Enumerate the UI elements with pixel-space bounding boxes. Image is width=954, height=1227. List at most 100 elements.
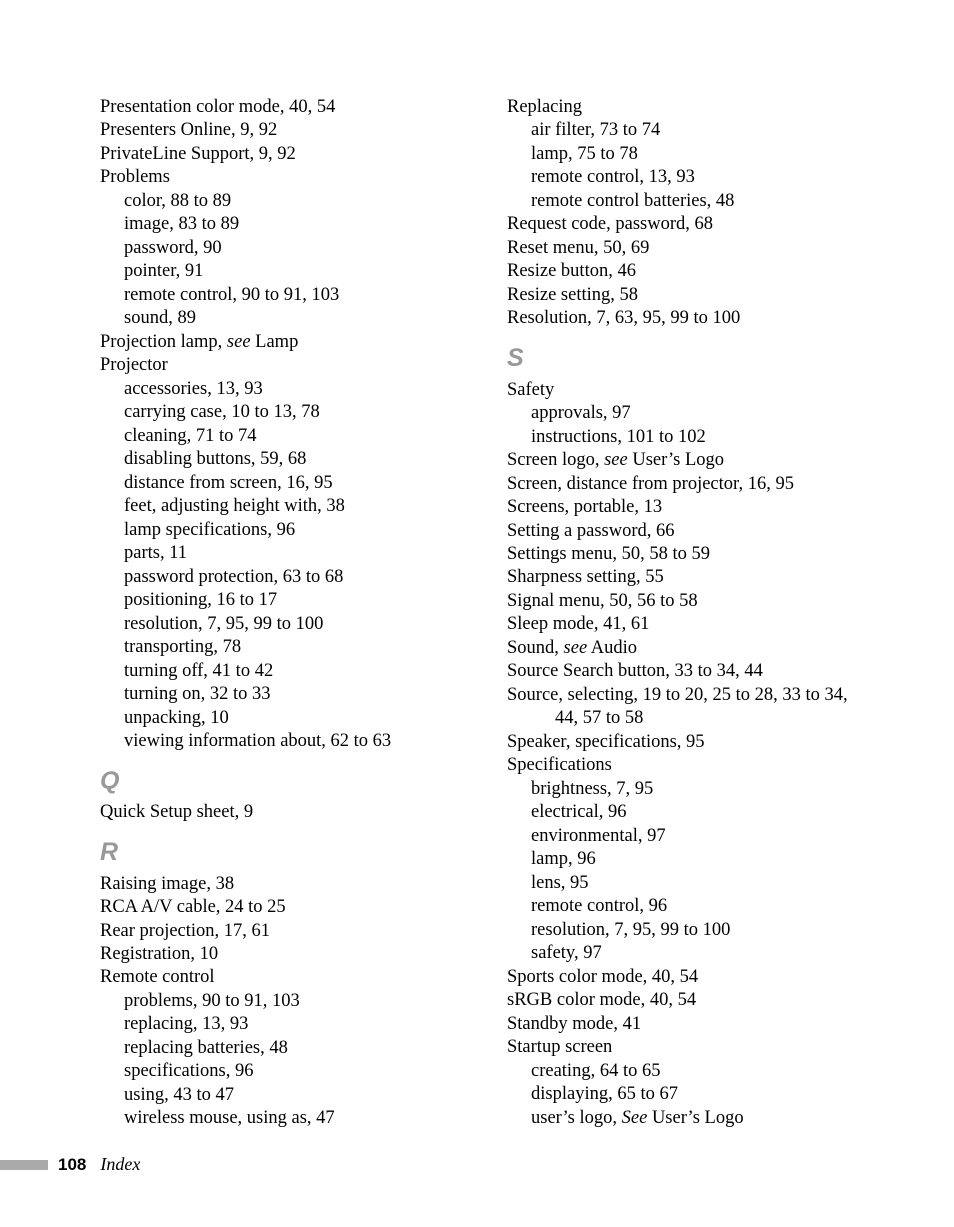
index-subentry: sound, 89 <box>100 307 457 330</box>
index-entry-text: using, 43 to 47 <box>124 1085 234 1105</box>
index-entry-text: safety, 97 <box>531 943 602 963</box>
index-entry: Reset menu, 50, 69 <box>507 237 864 260</box>
index-entry: Startup screen <box>507 1036 864 1059</box>
index-subentry: remote control, 90 to 91, 103 <box>100 284 457 307</box>
index-entry-text: sound, 89 <box>124 308 196 328</box>
index-entry: PrivateLine Support, 9, 92 <box>100 143 457 166</box>
index-entry: Specifications <box>507 754 864 777</box>
index-subentry: feet, adjusting height with, 38 <box>100 495 457 518</box>
index-entry: Source, selecting, 19 to 20, 25 to 28, 3… <box>507 684 864 707</box>
index-subentry: using, 43 to 47 <box>100 1084 457 1107</box>
index-entry-text: pointer, 91 <box>124 261 203 281</box>
index-entry-text: environmental, 97 <box>531 826 666 846</box>
index-entry-text: positioning, 16 to 17 <box>124 590 277 610</box>
index-entry-text: Signal menu, 50, 56 to 58 <box>507 591 698 611</box>
index-entry-text: approvals, 97 <box>531 403 631 423</box>
index-entry: Raising image, 38 <box>100 873 457 896</box>
index-entry-text: accessories, 13, 93 <box>124 379 263 399</box>
index-subentry: replacing, 13, 93 <box>100 1013 457 1036</box>
index-subentry: transporting, 78 <box>100 636 457 659</box>
index-see-ref: See <box>622 1108 648 1128</box>
index-subentry: distance from screen, 16, 95 <box>100 472 457 495</box>
index-entry-text: Resolution, 7, 63, 95, 99 to 100 <box>507 308 740 328</box>
index-entry-text: problems, 90 to 91, 103 <box>124 991 300 1011</box>
index-subentry: remote control, 96 <box>507 895 864 918</box>
index-entry-text: password, 90 <box>124 238 222 258</box>
index-entry: Signal menu, 50, 56 to 58 <box>507 590 864 613</box>
index-entry: Presentation color mode, 40, 54 <box>100 96 457 119</box>
footer-section-label: Index <box>100 1154 140 1175</box>
index-subentry: air filter, 73 to 74 <box>507 119 864 142</box>
index-entry-text: displaying, 65 to 67 <box>531 1084 678 1104</box>
index-entry-text: Quick Setup sheet, 9 <box>100 802 253 822</box>
index-entry-text: Specifications <box>507 755 612 775</box>
index-entry-text: User’s Logo <box>647 1108 743 1128</box>
index-subentry: user’s logo, See User’s Logo <box>507 1107 864 1130</box>
index-entry-text: Speaker, specifications, 95 <box>507 732 705 752</box>
index-entry-text: viewing information about, 62 to 63 <box>124 731 391 751</box>
index-see-ref: see <box>227 332 251 352</box>
index-subentry: parts, 11 <box>100 542 457 565</box>
index-subentry: cleaning, 71 to 74 <box>100 425 457 448</box>
index-entry-text: Settings menu, 50, 58 to 59 <box>507 544 710 564</box>
index-entry-text: Source, selecting, 19 to 20, 25 to 28, 3… <box>507 685 848 705</box>
index-entry: Replacing <box>507 96 864 119</box>
index-entry-text: brightness, 7, 95 <box>531 779 653 799</box>
index-entry-text: Projector <box>100 355 168 375</box>
index-entry-text: instructions, 101 to 102 <box>531 427 706 447</box>
index-subentry: accessories, 13, 93 <box>100 378 457 401</box>
index-entry: Safety <box>507 379 864 402</box>
index-subentry: safety, 97 <box>507 942 864 965</box>
index-subentry: instructions, 101 to 102 <box>507 426 864 449</box>
index-entry: Presenters Online, 9, 92 <box>100 119 457 142</box>
index-entry: Source Search button, 33 to 34, 44 <box>507 660 864 683</box>
index-entry: Request code, password, 68 <box>507 213 864 236</box>
index-entry-text: Safety <box>507 380 554 400</box>
index-subentry: disabling buttons, 59, 68 <box>100 448 457 471</box>
index-entry: Screen logo, see User’s Logo <box>507 449 864 472</box>
index-column-right: Replacingair filter, 73 to 74 lamp, 75 to… <box>507 96 864 1131</box>
index-entry: Screens, portable, 13 <box>507 496 864 519</box>
index-subentry: replacing batteries, 48 <box>100 1037 457 1060</box>
index-subentry: electrical, 96 <box>507 801 864 824</box>
index-entry-text: Screens, portable, 13 <box>507 497 662 517</box>
index-entry: Speaker, specifications, 95 <box>507 731 864 754</box>
index-entry-text: creating, 64 to 65 <box>531 1061 660 1081</box>
index-entry-text: replacing, 13, 93 <box>124 1014 248 1034</box>
index-entry-text: Sound, <box>507 638 564 658</box>
index-entry-text: Resize setting, 58 <box>507 285 638 305</box>
index-entry-text: feet, adjusting height with, 38 <box>124 496 345 516</box>
index-entry-text: Projection lamp, <box>100 332 227 352</box>
index-subentry: creating, 64 to 65 <box>507 1060 864 1083</box>
index-entry-text: lens, 95 <box>531 873 589 893</box>
index-entry-text: replacing batteries, 48 <box>124 1038 288 1058</box>
index-subentry: carrying case, 10 to 13, 78 <box>100 401 457 424</box>
index-entry-text: electrical, 96 <box>531 802 627 822</box>
index-entry: Projection lamp, see Lamp <box>100 331 457 354</box>
index-subentry: wireless mouse, using as, 47 <box>100 1107 457 1130</box>
index-letter-text: Q <box>100 767 119 795</box>
index-subentry: lamp, 75 to 78 <box>507 143 864 166</box>
index-subentry: image, 83 to 89 <box>100 213 457 236</box>
index-subentry: unpacking, 10 <box>100 707 457 730</box>
index-entry-text: User’s Logo <box>628 450 724 470</box>
index-entry: Screen, distance from projector, 16, 95 <box>507 473 864 496</box>
index-entry-text: Presenters Online, 9, 92 <box>100 120 277 140</box>
index-entry-text: Rear projection, 17, 61 <box>100 921 270 941</box>
index-entry-text: turning on, 32 to 33 <box>124 684 270 704</box>
index-subentry: pointer, 91 <box>100 260 457 283</box>
index-entry-text: RCA A/V cable, 24 to 25 <box>100 897 286 917</box>
index-entry: Resize button, 46 <box>507 260 864 283</box>
index-entry-text: user’s logo, <box>531 1108 622 1128</box>
index-letter-heading: S <box>507 343 864 375</box>
index-entry: Remote control <box>100 966 457 989</box>
index-entry-text: Raising image, 38 <box>100 874 234 894</box>
index-entry-text: Registration, 10 <box>100 944 218 964</box>
index-subentry: approvals, 97 <box>507 402 864 425</box>
index-entry-text: disabling buttons, 59, 68 <box>124 449 306 469</box>
index-subentry: remote control batteries, 48 <box>507 190 864 213</box>
index-entry-text: air filter, 73 to 74 <box>531 120 660 140</box>
index-entry: Sports color mode, 40, 54 <box>507 966 864 989</box>
index-entry: Projector <box>100 354 457 377</box>
index-entry-text: remote control, 13, 93 <box>531 167 695 187</box>
